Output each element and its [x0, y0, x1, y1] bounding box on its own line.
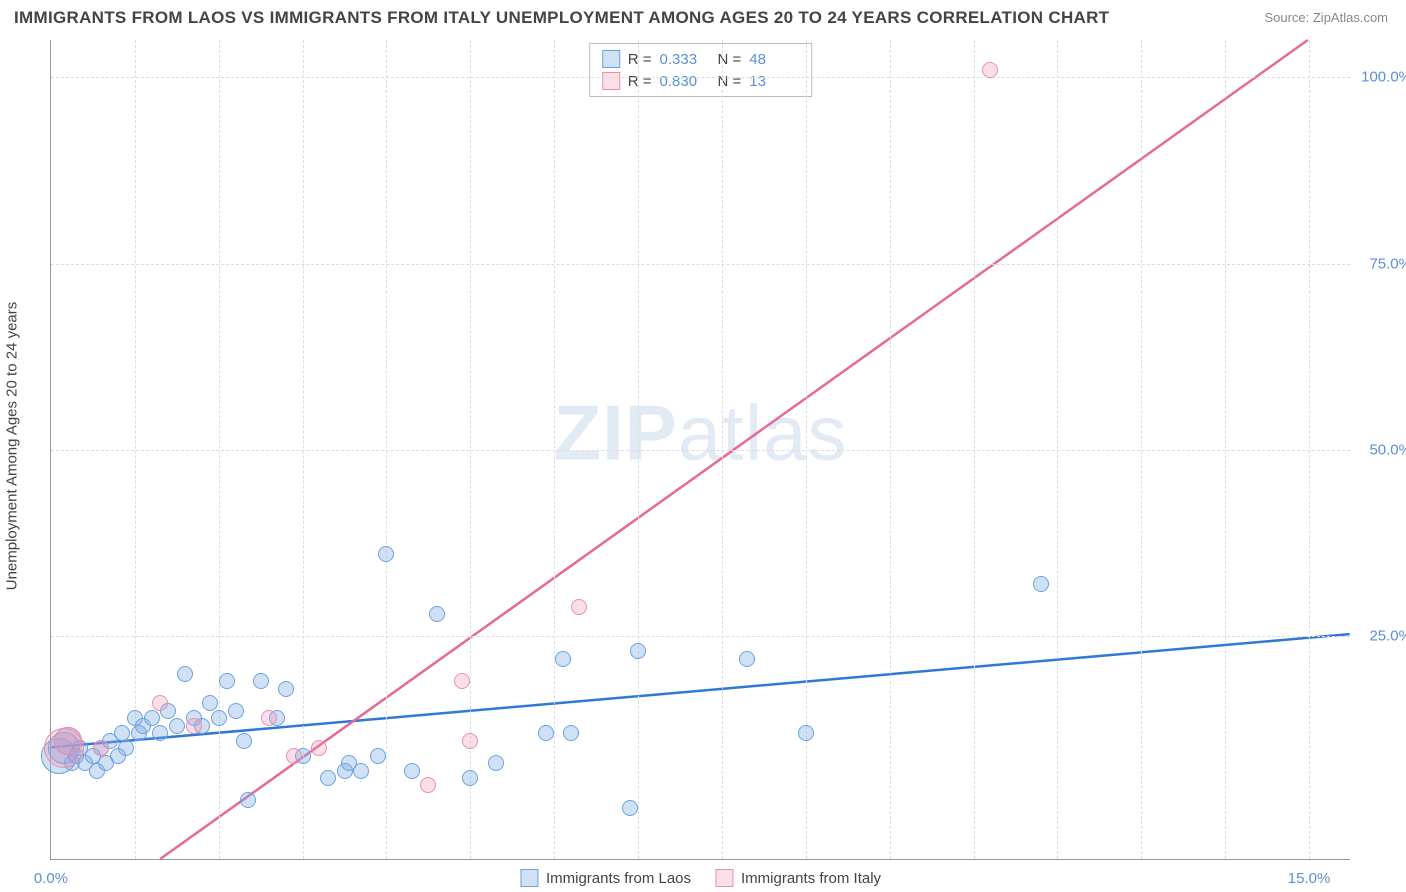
data-point-laos: [488, 755, 504, 771]
data-point-laos: [278, 681, 294, 697]
legend-r-label: R =: [628, 51, 652, 68]
gridline-h: [51, 636, 1350, 637]
legend-n-value: 13: [749, 73, 799, 90]
gridline-v: [219, 40, 220, 859]
data-point-italy: [454, 673, 470, 689]
correlation-legend: R =0.333N =48R =0.830N =13: [589, 43, 813, 97]
x-tick-label: 15.0%: [1288, 870, 1331, 887]
gridline-v: [890, 40, 891, 859]
data-point-laos: [630, 643, 646, 659]
data-point-laos: [429, 606, 445, 622]
data-point-laos: [177, 666, 193, 682]
legend-stats-row: R =0.830N =13: [602, 70, 800, 92]
data-point-italy: [571, 599, 587, 615]
plot-area: ZIPatlas R =0.333N =48R =0.830N =13 25.0…: [50, 40, 1350, 860]
gridline-h: [51, 450, 1350, 451]
gridline-v: [638, 40, 639, 859]
legend-swatch: [602, 72, 620, 90]
data-point-italy: [152, 695, 168, 711]
source-label: Source: ZipAtlas.com: [1264, 10, 1388, 25]
data-point-laos: [219, 673, 235, 689]
data-point-italy: [286, 748, 302, 764]
gridline-v: [386, 40, 387, 859]
data-point-laos: [228, 703, 244, 719]
data-point-laos: [169, 718, 185, 734]
x-tick-label: 0.0%: [34, 870, 68, 887]
data-point-laos: [370, 748, 386, 764]
data-point-italy: [982, 62, 998, 78]
data-point-laos: [798, 725, 814, 741]
legend-n-value: 48: [749, 51, 799, 68]
trend-line-laos: [51, 634, 1349, 747]
series-legend: Immigrants from Laos Immigrants from Ital…: [520, 869, 881, 887]
data-point-laos: [563, 725, 579, 741]
data-point-italy: [420, 777, 436, 793]
data-point-laos: [236, 733, 252, 749]
data-point-laos: [253, 673, 269, 689]
y-tick-label: 75.0%: [1357, 255, 1406, 272]
chart-title: IMMIGRANTS FROM LAOS VS IMMIGRANTS FROM …: [14, 8, 1109, 28]
data-point-laos: [144, 710, 160, 726]
data-point-laos: [378, 546, 394, 562]
legend-swatch: [602, 50, 620, 68]
legend-swatch: [520, 869, 538, 887]
data-point-laos: [320, 770, 336, 786]
data-point-laos: [202, 695, 218, 711]
data-point-laos: [211, 710, 227, 726]
y-tick-label: 100.0%: [1357, 69, 1406, 86]
legend-series-label: Immigrants from Laos: [546, 870, 691, 887]
gridline-v: [1309, 40, 1310, 859]
gridline-v: [303, 40, 304, 859]
gridline-v: [722, 40, 723, 859]
data-point-laos: [114, 725, 130, 741]
watermark: ZIPatlas: [553, 388, 847, 479]
data-point-laos: [462, 770, 478, 786]
legend-item: Immigrants from Italy: [715, 869, 881, 887]
gridline-h: [51, 264, 1350, 265]
data-point-laos: [622, 800, 638, 816]
legend-stats-row: R =0.333N =48: [602, 48, 800, 70]
gridline-v: [1057, 40, 1058, 859]
legend-r-value: 0.830: [660, 73, 710, 90]
data-point-laos: [404, 763, 420, 779]
data-point-laos: [240, 792, 256, 808]
data-point-italy: [54, 727, 82, 755]
y-tick-label: 50.0%: [1357, 442, 1406, 459]
gridline-v: [1141, 40, 1142, 859]
data-point-laos: [118, 740, 134, 756]
data-point-italy: [186, 718, 202, 734]
data-point-laos: [152, 725, 168, 741]
data-point-laos: [1033, 576, 1049, 592]
gridline-v: [1225, 40, 1226, 859]
data-point-laos: [555, 651, 571, 667]
data-point-italy: [462, 733, 478, 749]
y-axis-label: Unemployment Among Ages 20 to 24 years: [4, 302, 21, 591]
y-tick-label: 25.0%: [1357, 628, 1406, 645]
data-point-laos: [538, 725, 554, 741]
data-point-italy: [311, 740, 327, 756]
data-point-italy: [93, 740, 109, 756]
data-point-laos: [353, 763, 369, 779]
legend-series-label: Immigrants from Italy: [741, 870, 881, 887]
gridline-v: [554, 40, 555, 859]
legend-r-value: 0.333: [660, 51, 710, 68]
legend-r-label: R =: [628, 73, 652, 90]
data-point-italy: [261, 710, 277, 726]
legend-item: Immigrants from Laos: [520, 869, 691, 887]
gridline-v: [974, 40, 975, 859]
data-point-laos: [739, 651, 755, 667]
legend-swatch: [715, 869, 733, 887]
gridline-h: [51, 77, 1350, 78]
